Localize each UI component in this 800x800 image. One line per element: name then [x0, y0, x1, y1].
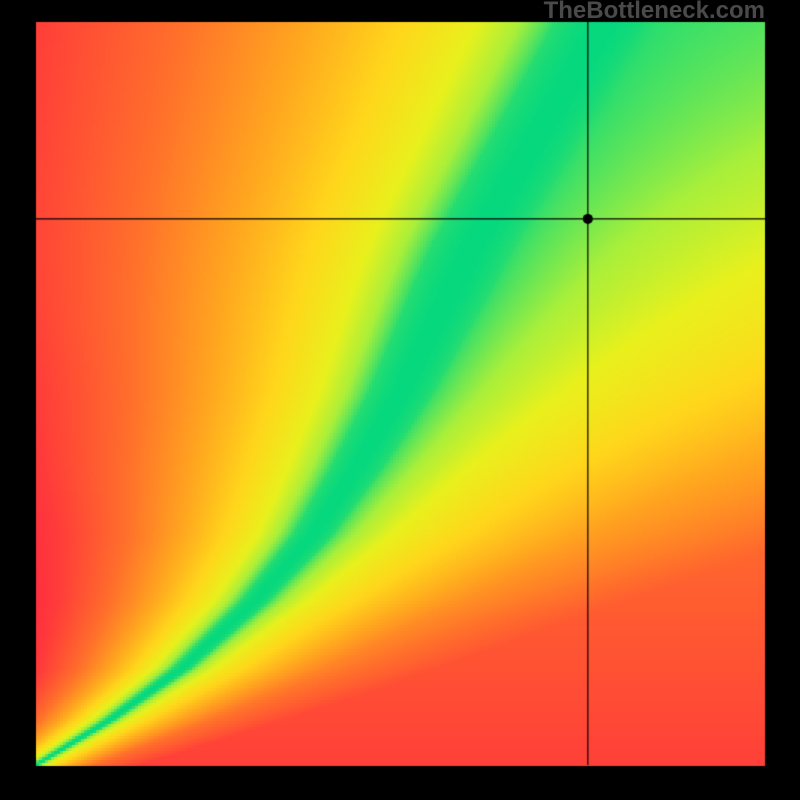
bottleneck-heatmap [0, 0, 800, 800]
watermark-text: TheBottleneck.com [544, 0, 765, 25]
chart-container: TheBottleneck.com [0, 0, 800, 800]
